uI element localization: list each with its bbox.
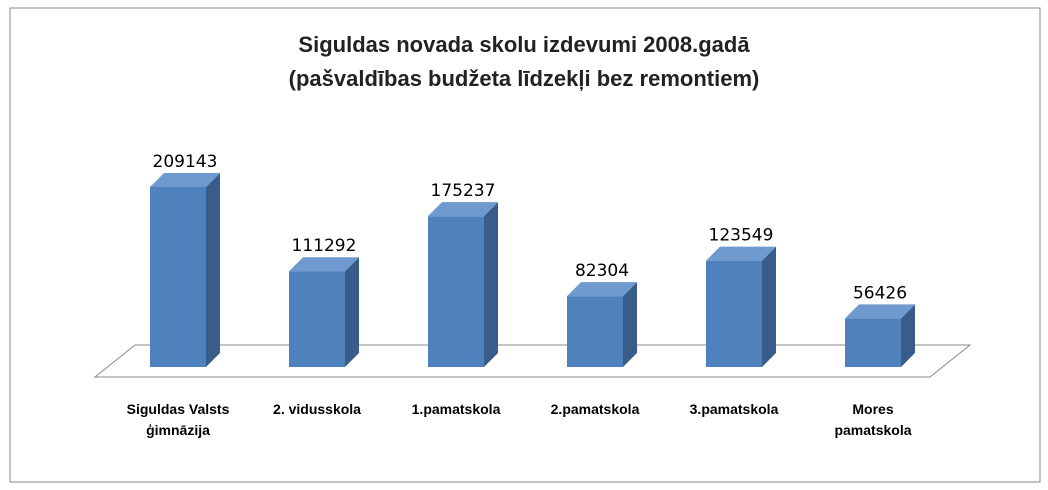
bar xyxy=(567,296,623,367)
bar-side xyxy=(762,246,776,367)
bar-top xyxy=(567,282,637,297)
data-label: 123549 xyxy=(709,226,774,246)
bar-side xyxy=(484,202,498,367)
chart-subtitle: (pašvaldības budžeta līdzekļi bez remont… xyxy=(289,66,760,91)
bar-side xyxy=(206,173,220,367)
bar-top xyxy=(428,202,498,217)
bar xyxy=(428,216,484,367)
data-label: 209143 xyxy=(153,152,218,172)
bar-top xyxy=(289,257,359,272)
data-label: 82304 xyxy=(575,261,629,281)
floor xyxy=(93,344,972,378)
data-label: 111292 xyxy=(292,236,357,256)
bar-side xyxy=(901,304,915,367)
x-tick-label: 1.pamatskola xyxy=(411,401,501,417)
bar-top xyxy=(706,246,776,261)
x-tick-label: 2.pamatskola xyxy=(550,401,640,417)
x-tick-label: 2. vidusskola xyxy=(273,401,361,417)
bar xyxy=(845,318,901,367)
bar-side xyxy=(345,257,359,367)
data-label: 175237 xyxy=(431,181,496,201)
bar xyxy=(706,260,762,367)
bar-side xyxy=(623,282,637,367)
x-tick-label: Siguldas Valsts ģimnāzija xyxy=(126,401,230,438)
bar-top xyxy=(150,173,220,187)
bar-top xyxy=(845,304,915,319)
data-label: 56426 xyxy=(853,283,907,303)
chart-title: Siguldas novada skolu izdevumi 2008.gadā xyxy=(298,32,750,57)
bar xyxy=(289,271,345,367)
x-tick-label: 3.pamatskola xyxy=(689,401,779,417)
bar xyxy=(150,187,206,367)
x-tick-label: Mores pamatskola xyxy=(834,401,912,438)
